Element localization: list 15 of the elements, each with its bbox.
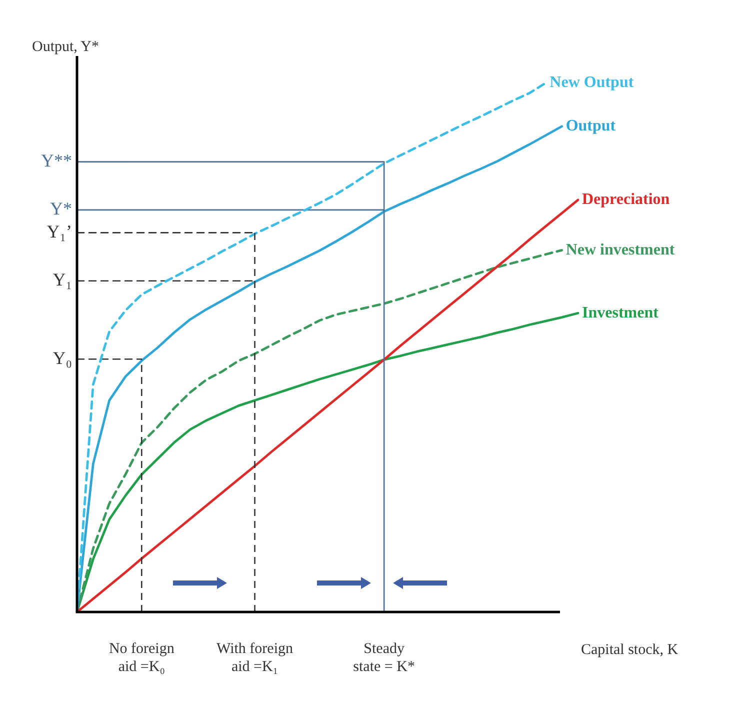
series-label: Y₁’	[46, 221, 72, 242]
x-tick-label: With foreign aid =K₁	[216, 640, 294, 675]
series-label: New Output	[550, 74, 634, 92]
y-axis-title: Output, Y*	[32, 38, 99, 55]
x-tick-label: No foreign aid =K₀	[108, 640, 175, 675]
series-label: Investment	[582, 304, 660, 322]
x-axis-title: Capital stock, K	[581, 642, 678, 658]
series-label: New investment	[566, 241, 676, 258]
series-label: Output	[566, 118, 616, 135]
series-label: Y**	[41, 150, 72, 171]
series-label: Depreciation	[582, 191, 670, 208]
series-label: Y*	[50, 198, 72, 219]
series-label: Y₁	[52, 270, 72, 290]
series-label: Y₀	[52, 348, 72, 368]
x-tick-label: Steady state = K*	[353, 640, 415, 675]
